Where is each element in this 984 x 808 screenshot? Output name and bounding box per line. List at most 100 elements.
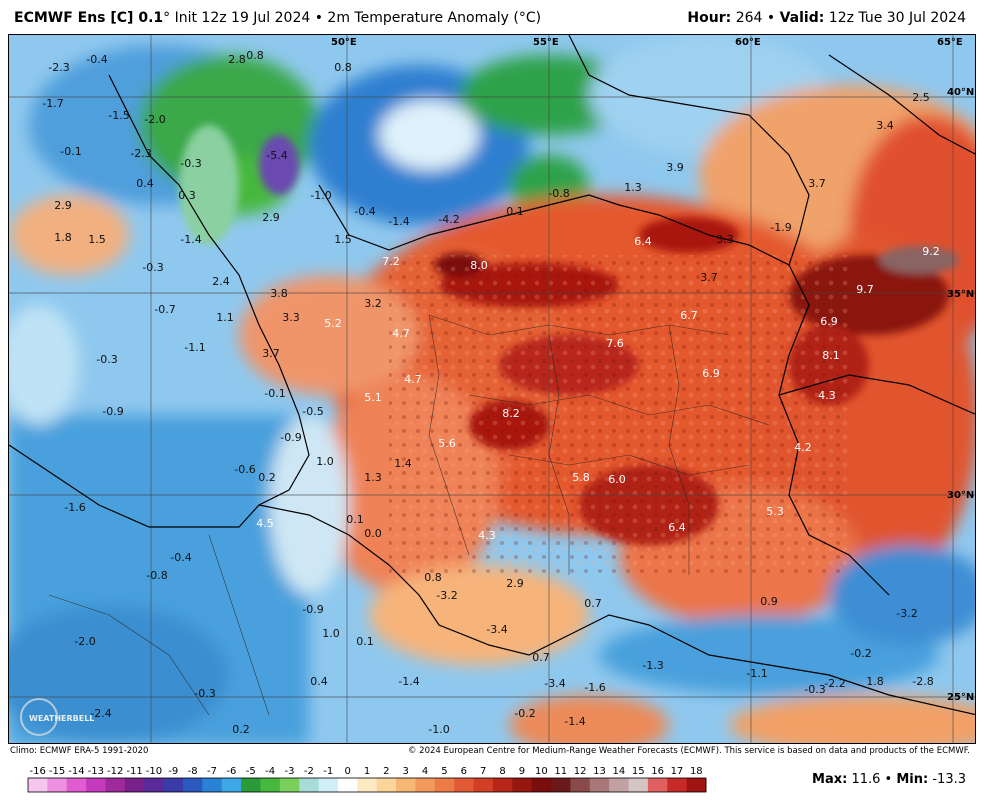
map-value-label: 2.4 (212, 275, 230, 288)
map-value-label: 8.0 (470, 259, 488, 272)
colorbar-tick-label: 3 (403, 766, 409, 777)
map-value-label: 9.2 (922, 245, 940, 258)
map-value-label: 0.4 (310, 675, 328, 688)
stats-bullet: • (884, 772, 893, 787)
colorbar-swatch (434, 778, 455, 792)
map-value-label: -0.3 (804, 683, 825, 696)
texture-overlay (389, 255, 849, 575)
map-value-label: 5.3 (766, 505, 784, 518)
lon-label-60: 60°E (735, 37, 761, 48)
map-value-label: 0.7 (532, 651, 550, 664)
map-value-label: -0.1 (264, 387, 285, 400)
map-svg: -2.3 -0.4 -1.7 -1.5 -0.1 -2.3 -0.3 0.4 0.3 2.9 1.8… (9, 35, 975, 743)
map-value-label: 0.9 (760, 595, 778, 608)
map-value-label: -1.4 (398, 675, 419, 688)
map-value-label: -1.7 (42, 97, 63, 110)
map-value-label: -1.4 (564, 715, 585, 728)
colorbar-tick-label: 1 (364, 766, 370, 777)
colorbar-swatch (647, 778, 668, 792)
lon-label-50: 50°E (331, 37, 357, 48)
colorbar-swatch (144, 778, 165, 792)
map-value-label: -0.8 (548, 187, 569, 200)
colorbar-tick-label: -7 (207, 766, 217, 777)
climo-note: Climo: ECMWF ERA-5 1991-2020 (10, 746, 149, 756)
weatherbell-logo: WEATHERBELL (20, 698, 94, 736)
hour-value: 264 (735, 10, 763, 26)
map-value-label: 6.9 (820, 315, 838, 328)
colorbar-tick-label: 4 (422, 766, 428, 777)
map-value-label: -1.4 (180, 233, 201, 246)
copyright-note: © 2024 European Centre for Medium-Range … (407, 746, 970, 756)
map-value-label: 1.1 (216, 311, 234, 324)
map-value-label: 8.1 (822, 349, 840, 362)
colorbar-tick-label: 12 (574, 766, 587, 777)
map-value-label: -0.1 (60, 145, 81, 158)
map-value-label: 6.7 (680, 309, 698, 322)
lon-label-55: 55°E (533, 37, 559, 48)
colorbar-frame (27, 777, 707, 793)
lat-label-30: 30°N (947, 490, 974, 501)
map-value-label: 0.0 (364, 527, 382, 540)
map-value-label: -0.3 (194, 687, 215, 700)
colorbar-swatch (570, 778, 591, 792)
colorbar-swatch (299, 778, 320, 792)
colorbar-tick-label: 17 (671, 766, 684, 777)
map-value-label: 3.7 (262, 347, 280, 360)
colorbar-tick-label: -11 (126, 766, 142, 777)
map-value-label: -0.6 (234, 463, 255, 476)
map-value-label: -1.0 (428, 723, 449, 736)
min-value: -13.3 (932, 772, 966, 787)
map-value-label: 2.9 (262, 211, 280, 224)
colorbar-swatch (124, 778, 145, 792)
map-value-label: -2.2 (824, 677, 845, 690)
map-value-label: -5.4 (266, 149, 287, 162)
colorbar-tick-label: -3 (285, 766, 295, 777)
colorbar-swatch (337, 778, 358, 792)
map-value-label: 1.0 (316, 455, 334, 468)
colorbar-swatch (609, 778, 630, 792)
map-value-label: -0.4 (354, 205, 375, 218)
colorbar-tick-label: -14 (68, 766, 84, 777)
map-value-label: -0.2 (850, 647, 871, 660)
lat-label-25: 25°N (947, 692, 974, 703)
colorbar-swatch (260, 778, 281, 792)
map-value-label: 7.6 (606, 337, 624, 350)
provinces (48, 314, 770, 716)
map-value-label: 0.1 (506, 205, 524, 218)
colorbar-swatch (86, 778, 106, 792)
map-value-label: -0.3 (96, 353, 117, 366)
colorbar-tick-label: 2 (383, 766, 389, 777)
colorbar-swatch (667, 778, 688, 792)
map-value-label: 3.7 (700, 271, 718, 284)
valid-label: Valid: (779, 10, 825, 26)
map-value-label: -3.4 (486, 623, 507, 636)
lat-label-35: 35°N (947, 289, 974, 300)
colorbar-tick-label: 8 (499, 766, 505, 777)
model-name: ECMWF Ens [C] 0.1 (14, 10, 164, 26)
map-value-label: -1.6 (584, 681, 605, 694)
map-value-label: -2.8 (912, 675, 933, 688)
hour-label: Hour: (687, 10, 732, 26)
map-value-label: 3.2 (364, 297, 382, 310)
map-value-label: 3.7 (808, 177, 826, 190)
map-value-label: 0.7 (584, 597, 602, 610)
map-value-label: -1.1 (184, 341, 205, 354)
map-value-label: -0.3 (142, 261, 163, 274)
lon-label-65: 65°E (937, 37, 963, 48)
map-value-label: 6.9 (702, 367, 720, 380)
map-value-label: 3.3 (716, 233, 734, 246)
colorbar-swatch (28, 778, 48, 792)
map-value-label: -4.2 (438, 213, 459, 226)
colorbar-tick-label: -10 (146, 766, 162, 777)
colorbar-swatch (551, 778, 571, 792)
map-value-label: 0.2 (232, 723, 250, 736)
map-value-label: 0.1 (346, 513, 364, 526)
map-value-label: 2.8 (228, 53, 246, 66)
header-valid: Hour: 264 • Valid: 12z Tue 30 Jul 2024 (687, 10, 966, 26)
colorbar-swatch (202, 778, 223, 792)
map-value-label: -1.3 (642, 659, 663, 672)
map-value-label: -1.5 (108, 109, 129, 122)
colorbar-tick-label: -2 (304, 766, 314, 777)
map-value-label: -0.4 (86, 53, 107, 66)
map-value-label: 4.2 (794, 441, 812, 454)
